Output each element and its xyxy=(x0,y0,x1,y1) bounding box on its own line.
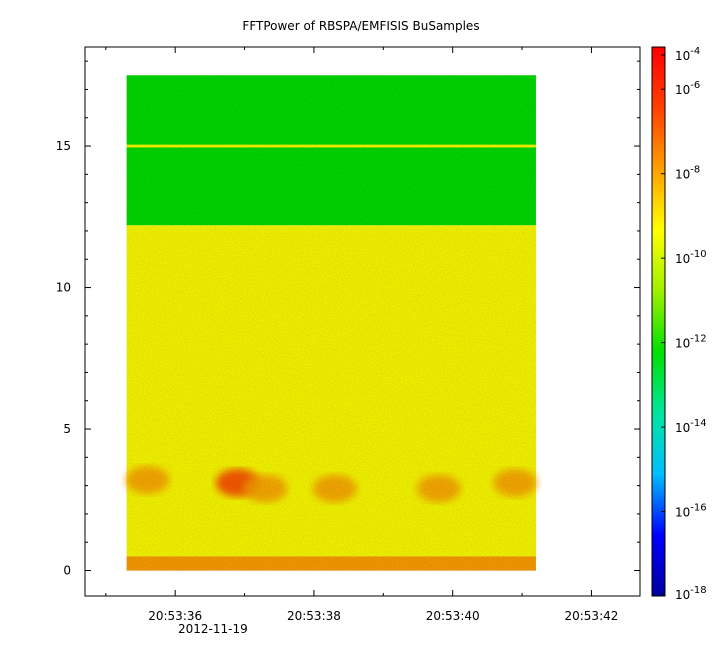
x-tick-label: 20:53:42 xyxy=(564,609,618,623)
colorbar-tick-label: 10-4 xyxy=(675,46,700,63)
colorbar-axis: 10-4 10-6 10-8 10-10 10-12 10-14 10-16 10-18 xyxy=(661,46,707,602)
colorbar-tick-label: 10-16 xyxy=(675,503,707,520)
y-tick-label: 10 xyxy=(56,281,71,295)
spectrogram-noise xyxy=(126,75,536,571)
colorbar-tick-label: 10-14 xyxy=(675,418,707,435)
colorbar-tick-label: 10-12 xyxy=(675,334,707,351)
x-tick-label: 20:53:38 xyxy=(287,609,341,623)
y-tick-label: 15 xyxy=(56,139,71,153)
colorbar-tick-label: 10-10 xyxy=(675,249,707,266)
y-tick-label: 0 xyxy=(63,564,71,578)
x-tick-label: 20:53:36 xyxy=(148,609,202,623)
colorbar-tick-label: 10-8 xyxy=(675,165,700,182)
x-axis: 20:53:36 20:53:38 20:53:40 20:53:42 xyxy=(105,47,618,623)
chart-title: FFTPower of RBSPA/EMFISIS BuSamples xyxy=(242,19,479,33)
x-tick-label: 20:53:40 xyxy=(426,609,480,623)
colorbar-tick-label: 10-6 xyxy=(675,80,700,97)
colorbar xyxy=(651,46,666,597)
spectrogram-image xyxy=(125,75,538,571)
colorbar-tick-label: 10-18 xyxy=(675,585,707,602)
x-date-label: 2012-11-19 xyxy=(178,622,248,636)
y-axis: 0 5 10 15 xyxy=(56,60,640,578)
y-tick-label: 5 xyxy=(63,422,71,436)
